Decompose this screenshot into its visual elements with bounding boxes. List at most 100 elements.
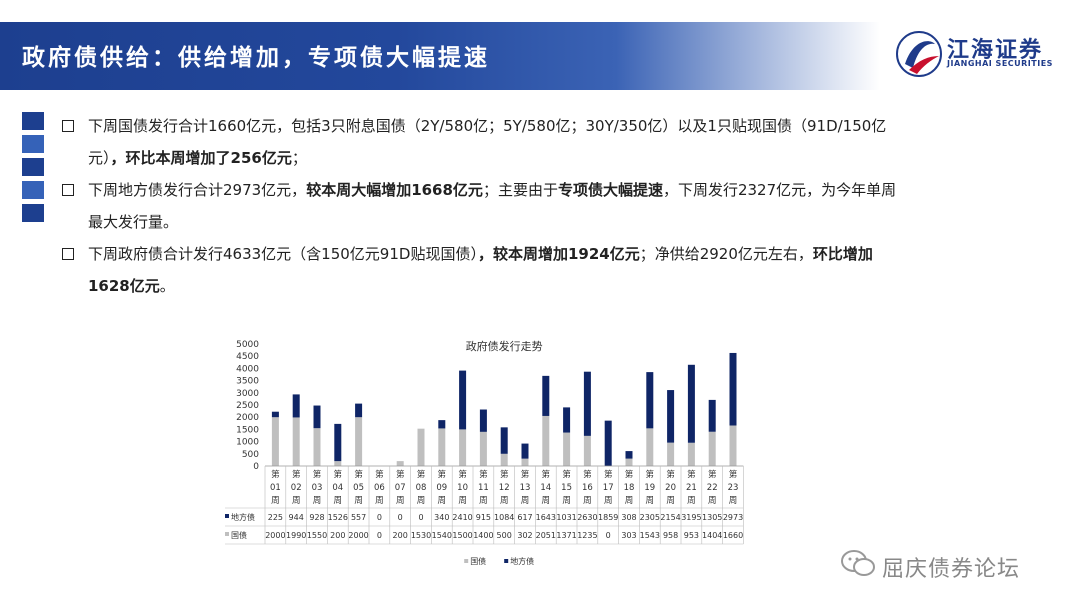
side-square <box>22 112 44 130</box>
bullet-text: ，下周发行2327亿元，为今年单周最大发行量。 <box>88 181 897 231</box>
category-label-number: 22 <box>707 483 718 493</box>
company-logo: 江海证券 JIANGHAI SECURITIES <box>895 30 1065 80</box>
wechat-icon <box>841 550 875 576</box>
category-label-top: 第 <box>479 469 488 480</box>
bar-difangzhai <box>271 411 279 418</box>
table-cell-value: 302 <box>517 531 532 540</box>
table-cell-value: 1643 <box>536 513 556 522</box>
side-square <box>22 158 44 176</box>
table-cell-value: 1530 <box>411 531 431 540</box>
category-label-bottom: 周 <box>687 496 696 506</box>
category-label-bottom: 周 <box>542 496 551 506</box>
bar-guozhai <box>355 417 363 466</box>
bar-guozhai <box>271 417 279 466</box>
category-label-top: 第 <box>625 469 634 480</box>
table-cell-value: 1031 <box>556 513 576 522</box>
category-label-bottom: 周 <box>625 496 634 506</box>
category-label-number: 13 <box>520 483 531 493</box>
y-tick-label: 0 <box>253 462 259 472</box>
table-cell-value: 0 <box>398 513 403 522</box>
table-cell-value: 1526 <box>328 513 348 522</box>
table-cell-value: 308 <box>621 513 636 522</box>
side-square <box>22 204 44 222</box>
table-cell-value: 0 <box>377 531 382 540</box>
table-cell-value: 915 <box>476 513 491 522</box>
government-bond-issuance-chart: 政府债发行走势050010001500200025003000350040004… <box>222 339 744 566</box>
bullet-item: 下周国债发行合计1660亿元，包括3只附息国债（2Y/580亿；5Y/580亿；… <box>62 110 902 174</box>
y-tick-label: 1500 <box>236 425 259 435</box>
category-label-number: 08 <box>416 483 427 493</box>
bar-difangzhai <box>313 405 321 429</box>
category-label-bottom: 周 <box>604 496 613 506</box>
category-label-bottom: 周 <box>479 496 488 506</box>
category-label-top: 第 <box>438 469 447 480</box>
bullet-text: ； <box>291 149 307 167</box>
table-cell-value: 2410 <box>452 513 472 522</box>
category-label-top: 第 <box>458 469 467 480</box>
category-label-top: 第 <box>583 469 592 480</box>
category-label-top: 第 <box>666 469 675 480</box>
bullet-bold-text: ，较本周增加1924亿元 <box>477 245 640 263</box>
table-cell-value: 1550 <box>307 531 327 540</box>
bar-difangzhai <box>292 394 300 418</box>
category-label-top: 第 <box>708 469 717 480</box>
bar-guozhai <box>667 442 675 466</box>
category-label-bottom: 周 <box>354 496 363 506</box>
table-legend-swatch <box>225 514 229 518</box>
table-cell-value: 1859 <box>598 513 618 522</box>
category-label-top: 第 <box>500 469 509 480</box>
category-label-top: 第 <box>542 469 551 480</box>
category-label-top: 第 <box>271 469 280 480</box>
bar-difangzhai <box>625 451 633 459</box>
bullet-bold-text: 环比增加1628亿元 <box>88 245 873 295</box>
category-label-bottom: 周 <box>458 496 467 506</box>
bar-guozhai <box>396 461 404 466</box>
bullet-item: 下周政府债合计发行4633亿元（含150亿元91D贴现国债），较本周增加1924… <box>62 238 902 302</box>
table-cell-value: 2154 <box>660 513 680 522</box>
table-cell-value: 2630 <box>577 513 597 522</box>
category-label-top: 第 <box>729 469 738 480</box>
bullet-bold-text: ，环比本周增加了256亿元 <box>110 149 292 167</box>
table-cell-value: 617 <box>517 513 532 522</box>
header-bar <box>0 22 880 90</box>
y-tick-label: 2000 <box>236 413 259 423</box>
category-label-top: 第 <box>375 469 384 480</box>
table-cell-value: 2000 <box>348 531 368 540</box>
table-cell-value: 0 <box>606 531 611 540</box>
bar-guozhai <box>521 458 529 466</box>
bar-guozhai <box>479 431 487 466</box>
table-row-label: 地方债 <box>231 512 255 522</box>
category-label-bottom: 周 <box>646 496 655 506</box>
category-label-number: 20 <box>665 483 676 493</box>
category-label-top: 第 <box>354 469 363 480</box>
category-label-bottom: 周 <box>500 496 509 506</box>
page-title: 政府债供给：供给增加，专项债大幅提速 <box>22 45 490 71</box>
bar-difangzhai <box>438 420 446 429</box>
bar-difangzhai <box>708 399 716 432</box>
category-label-number: 16 <box>582 483 593 493</box>
bar-guozhai <box>646 428 654 466</box>
bar-guozhai <box>459 429 467 466</box>
side-decoration <box>22 112 44 227</box>
bar-guozhai <box>708 431 716 466</box>
table-cell-value: 200 <box>393 531 408 540</box>
category-label-bottom: 周 <box>334 496 343 506</box>
table-cell-value: 944 <box>289 513 304 522</box>
table-cell-value: 200 <box>330 531 345 540</box>
category-label-bottom: 周 <box>666 496 675 506</box>
bar-guozhai <box>687 442 695 466</box>
table-cell-value: 3195 <box>681 513 701 522</box>
bar-difangzhai <box>583 371 591 436</box>
category-label-bottom: 周 <box>396 496 405 506</box>
category-label-top: 第 <box>313 469 322 480</box>
table-cell-value: 1404 <box>702 531 722 540</box>
bullet-text: ；主要由于 <box>482 181 558 199</box>
chart-container: 政府债发行走势 0 500 1000 1500 2000 2500 3000 3500 4000 4… <box>222 330 745 570</box>
category-label-number: 21 <box>686 483 697 493</box>
table-cell-value: 1371 <box>556 531 576 540</box>
bar-guozhai <box>313 428 321 466</box>
table-cell-value: 500 <box>497 531 512 540</box>
bullet-bold-text: 较本周大幅增加1668亿元 <box>306 181 483 199</box>
bar-difangzhai <box>500 427 508 454</box>
bar-difangzhai <box>521 443 529 459</box>
